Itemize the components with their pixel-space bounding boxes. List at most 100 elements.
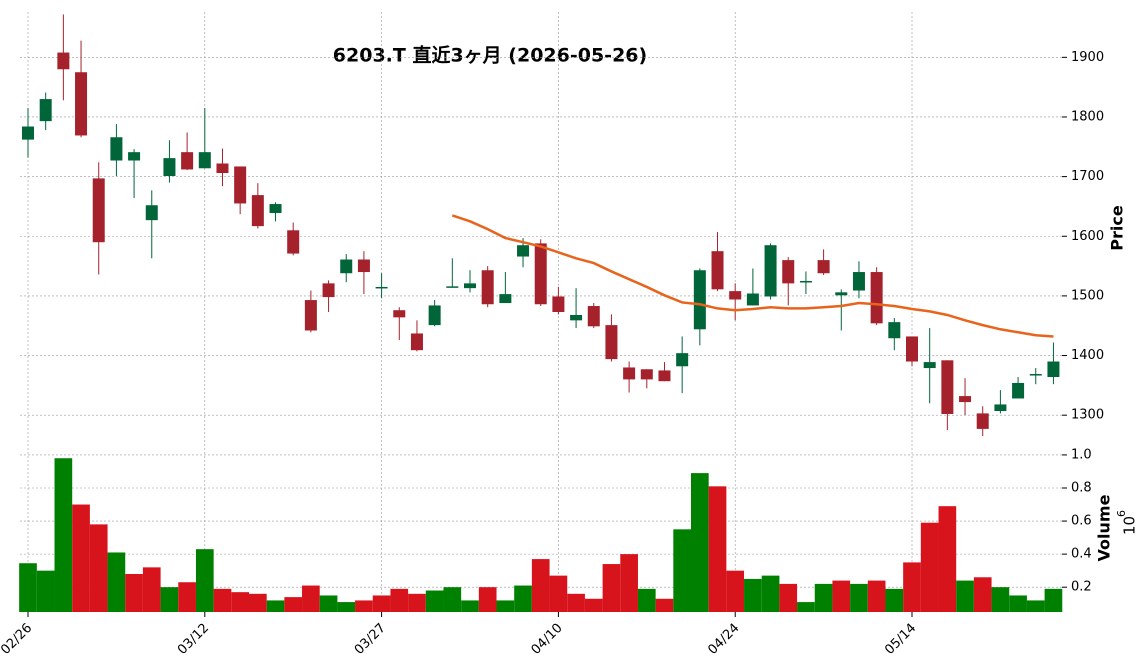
candle-body [552,296,565,312]
y-tick-label: 0.6 [1071,514,1092,529]
volume-bar [319,595,338,612]
candle-body [375,286,388,289]
volume-bar [637,588,656,612]
candle-body [251,195,264,227]
candle-body [75,72,88,136]
candle-body [870,272,883,324]
y-tick-label: 1.0 [1071,447,1092,462]
volume-bar [584,598,603,612]
candle-body [163,158,176,177]
volume-bar [1026,600,1045,612]
candle-body [640,369,653,380]
candle-body [1047,361,1060,378]
volume-bar [213,588,232,612]
candle-body [729,291,742,300]
candle-body [57,52,70,70]
volume-bar [726,570,745,612]
candle-body [817,260,830,274]
candle-body [764,245,777,297]
volume-bar [284,597,303,612]
candle-body [994,404,1007,412]
candle-body [888,322,901,339]
price-axis-label: Price [1108,205,1127,251]
candle-body [587,306,600,327]
volume-bar [54,458,73,612]
volume-bar [107,552,126,612]
candle-body [92,178,105,243]
volume-bar [372,595,391,612]
candle-body [287,230,300,254]
y-tick-label: 1800 [1071,109,1104,124]
y-tick-label: 1900 [1071,50,1104,65]
volume-bar [390,588,409,612]
candle-body [39,99,52,122]
volume-bar [832,580,851,612]
candle-body [623,367,636,380]
candle-body [304,300,317,331]
volume-bar [19,563,37,612]
x-tick-label: 02/26 [0,621,35,658]
y-tick-label: 1600 [1071,229,1104,244]
volume-bar [408,593,426,612]
candle-body [976,413,989,429]
candle-body [357,259,370,273]
volume-bar [302,585,320,612]
candle-body [128,152,141,161]
candle-body [410,333,423,351]
volume-bar [973,577,992,612]
volume-bar [991,587,1010,612]
volume-bar [1044,588,1063,612]
y-tick-label: 0.4 [1071,547,1092,562]
volume-bar [814,583,833,612]
volume-bar [673,529,691,612]
candle-body [198,152,211,169]
candle-body [693,270,706,330]
y-tick-label: 1500 [1071,288,1104,303]
y-tick-label: 0.2 [1071,580,1092,595]
x-tick-label: 04/24 [705,621,742,658]
volume-bar [655,598,674,612]
volume-axis-label: Volume [1095,494,1114,561]
volume-bar [142,567,161,612]
volume-bar [266,600,285,612]
volume-bar [1009,595,1027,612]
volume-bar [956,580,974,612]
y-tick-label: 1400 [1071,348,1104,363]
volume-bar [231,592,249,612]
volume-bar [549,575,568,612]
candle-body [906,336,918,362]
candle-body [852,272,865,291]
volume-bar [531,559,550,612]
candle-body [1029,374,1042,376]
candle-body [711,251,724,290]
volume-bar [514,585,532,612]
volume-bar [850,583,868,612]
candle-body [605,325,618,360]
volume-bar [903,562,921,612]
volume-bar [691,473,709,612]
volume-bar [125,573,143,612]
candle-body [340,259,353,274]
x-tick-label: 04/10 [529,621,566,658]
candle-body [835,292,848,296]
candle-body [1012,382,1025,399]
volume-bar [779,583,798,612]
volume-bar [461,600,479,612]
volume-bar [89,524,108,612]
candle-body [393,310,406,318]
volume-bar [478,587,497,612]
volume-bar [567,593,585,612]
candle-body [269,204,282,213]
candle-body [428,305,441,326]
candle-body [181,152,194,170]
volume-bar [160,587,179,612]
candle-body [941,360,954,414]
volume-bar [178,582,196,612]
candle-body [658,370,671,382]
volume-bar [496,600,515,612]
x-tick-label: 03/27 [352,621,389,658]
volume-multiplier: 10 6 [1115,510,1139,535]
candle-body [216,163,229,174]
volume-bar [797,602,815,612]
